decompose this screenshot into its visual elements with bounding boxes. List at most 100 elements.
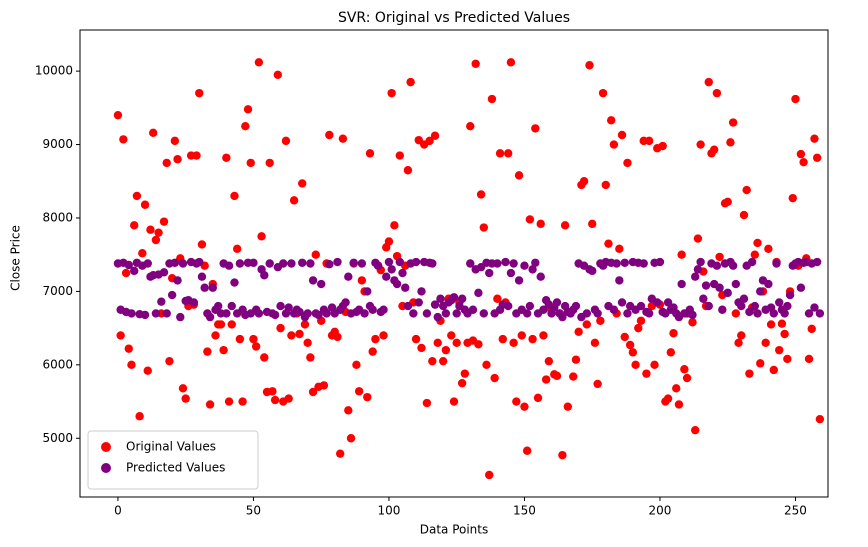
point <box>788 193 797 203</box>
point <box>764 279 773 289</box>
point <box>807 324 816 334</box>
point <box>634 323 643 333</box>
point <box>569 372 578 381</box>
point <box>474 288 483 298</box>
point <box>417 287 426 296</box>
point <box>531 258 540 267</box>
point <box>728 261 738 270</box>
point <box>430 131 440 140</box>
point <box>124 344 133 353</box>
point <box>517 331 526 340</box>
point <box>230 278 239 287</box>
point <box>525 301 535 311</box>
point <box>737 331 746 340</box>
point <box>162 158 171 168</box>
point <box>251 342 261 351</box>
point <box>623 158 632 168</box>
point <box>522 309 532 318</box>
point <box>140 310 150 320</box>
point <box>723 288 732 298</box>
point <box>593 379 602 389</box>
point <box>192 151 201 160</box>
point <box>365 149 375 158</box>
point <box>815 414 825 424</box>
legend-box <box>87 430 259 490</box>
point <box>688 310 697 320</box>
point <box>669 329 678 338</box>
point <box>691 272 700 281</box>
point <box>588 266 597 276</box>
point <box>363 392 372 402</box>
point <box>666 348 676 357</box>
point <box>449 293 459 302</box>
point <box>173 276 182 285</box>
point <box>230 191 239 201</box>
point <box>718 305 727 314</box>
point <box>772 259 781 268</box>
point <box>308 387 318 397</box>
point <box>181 394 190 403</box>
point <box>520 402 529 411</box>
point <box>406 77 415 87</box>
point <box>154 228 163 237</box>
point <box>373 261 383 270</box>
point <box>625 340 635 350</box>
x-tick-label: 0 <box>114 504 122 518</box>
point <box>162 309 171 318</box>
legend-label: Original Values <box>126 440 216 454</box>
y-axis-label: Close Price <box>9 225 23 291</box>
point <box>514 276 524 285</box>
point <box>674 400 684 409</box>
point <box>810 134 819 143</box>
point <box>636 316 646 325</box>
point <box>696 140 705 149</box>
point <box>254 309 264 318</box>
point <box>739 294 749 303</box>
point <box>509 338 518 348</box>
point <box>176 312 185 322</box>
point <box>815 309 825 318</box>
point <box>533 393 543 403</box>
legend-marker <box>101 442 111 452</box>
point <box>761 338 770 348</box>
point <box>769 365 778 375</box>
point <box>501 257 510 267</box>
point <box>159 217 169 226</box>
point <box>205 312 215 322</box>
point <box>812 153 822 162</box>
point <box>693 234 703 243</box>
point <box>357 276 367 285</box>
point <box>411 257 421 267</box>
point <box>249 258 258 267</box>
y-tick-label: 8000 <box>42 210 73 224</box>
point <box>582 309 591 318</box>
point <box>688 318 697 327</box>
point <box>493 294 502 303</box>
x-tick-label: 200 <box>649 504 672 518</box>
point <box>552 298 562 307</box>
point <box>254 58 264 67</box>
point <box>615 276 624 285</box>
point <box>539 305 548 314</box>
point <box>609 140 619 149</box>
point <box>509 259 518 268</box>
point <box>804 309 814 318</box>
point <box>224 397 234 406</box>
point <box>628 348 638 357</box>
point <box>306 259 315 268</box>
point <box>303 309 312 318</box>
point <box>127 309 136 318</box>
point <box>422 398 432 408</box>
point <box>796 283 806 292</box>
point <box>756 287 765 296</box>
point <box>205 400 215 409</box>
point <box>384 257 394 267</box>
point <box>276 323 285 333</box>
point <box>143 259 152 268</box>
point <box>699 294 708 303</box>
point <box>265 158 274 168</box>
point <box>232 244 242 254</box>
point <box>598 88 608 98</box>
point <box>346 434 356 443</box>
